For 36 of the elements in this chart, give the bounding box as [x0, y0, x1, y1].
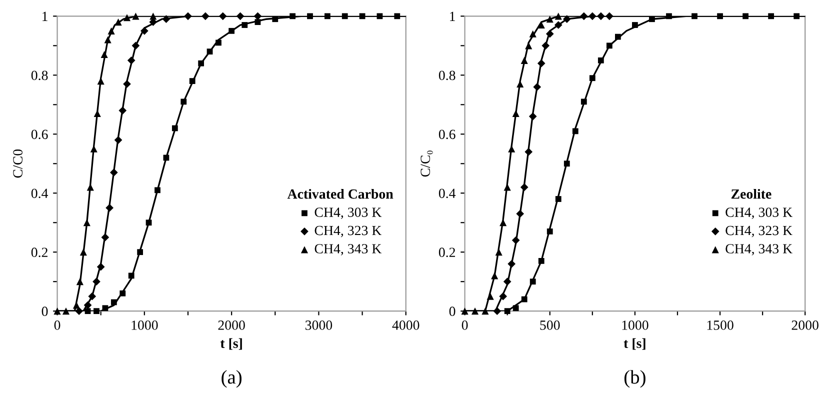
- y-axis-title: C/C0: [13, 149, 23, 178]
- y-tick-label: 0.8: [438, 70, 456, 80]
- x-tick-label: 500: [540, 320, 560, 330]
- y-tick-label: 0.2: [438, 248, 456, 258]
- x-axis-title: t [s]: [220, 338, 242, 350]
- y-tick-label: 0: [42, 306, 48, 316]
- y-tick-label: 0: [449, 306, 456, 316]
- y-tick-label: 1: [450, 12, 455, 21]
- x-tick-label: 2000: [218, 320, 245, 330]
- x-tick-label: 1000: [622, 320, 648, 330]
- legend-label: CH4, 343 K: [726, 244, 792, 256]
- x-tick-label: 4000: [392, 320, 420, 330]
- legend-title: Activated Carbon: [287, 188, 394, 199]
- y-tick-label: 0.2: [31, 248, 48, 258]
- legend-label: CH4, 323 K: [726, 226, 792, 238]
- legend-label: CH4, 343 K: [314, 244, 382, 256]
- legend-label: CH4, 323 K: [314, 226, 382, 238]
- x-tick-label: 2000: [792, 320, 818, 330]
- y-tick-label: 0.6: [438, 130, 456, 140]
- legend-label: CH4, 303 K: [314, 208, 382, 219]
- x-tick-label: 1000: [132, 320, 158, 330]
- legend-label: CH4, 303 K: [726, 208, 792, 219]
- legend-title: Zeolite: [731, 188, 772, 199]
- y-tick-label: 0.8: [31, 70, 48, 80]
- text: (b): [624, 370, 646, 388]
- y-tick-label: 1: [42, 12, 48, 21]
- x-tick-label: 0: [54, 320, 60, 330]
- text: (a): [222, 370, 242, 388]
- x-axis-title: t [s]: [624, 338, 646, 350]
- x-tick-label: 1500: [707, 320, 734, 330]
- y-axis-title: C/C₀: [420, 150, 433, 177]
- x-tick-label: 3000: [305, 320, 332, 330]
- y-tick-label: 0.6: [31, 130, 48, 140]
- y-tick-label: 0.4: [31, 188, 48, 198]
- y-tick-label: 0.4: [438, 188, 456, 198]
- x-tick-label: 0: [462, 320, 468, 330]
